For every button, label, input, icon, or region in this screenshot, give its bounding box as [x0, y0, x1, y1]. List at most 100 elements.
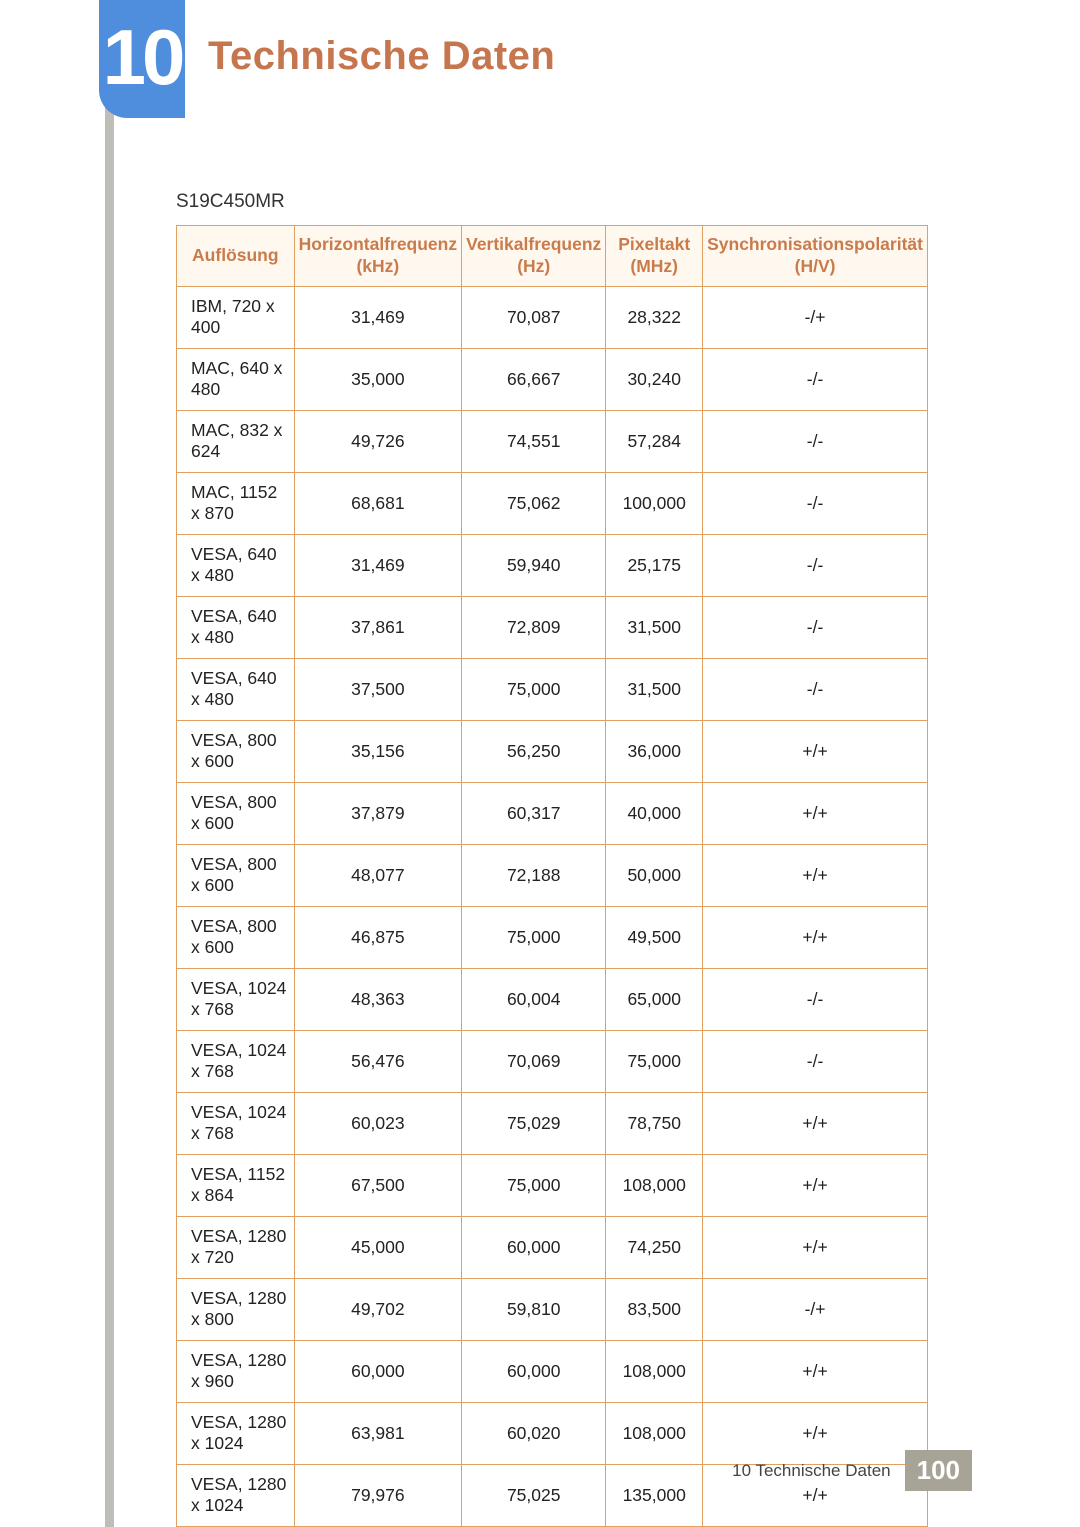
table-cell: 37,500 [294, 658, 461, 720]
table-cell: VESA, 1280 x 960 [177, 1340, 295, 1402]
table-row: VESA, 1024 x 76856,47670,06975,000-/- [177, 1030, 928, 1092]
table-cell: 60,004 [462, 968, 606, 1030]
table-row: VESA, 800 x 60037,87960,31740,000+/+ [177, 782, 928, 844]
footer-page-number: 100 [905, 1450, 972, 1491]
table-cell: VESA, 1280 x 720 [177, 1216, 295, 1278]
table-cell: 83,500 [606, 1278, 703, 1340]
table-row: VESA, 1024 x 76860,02375,02978,750+/+ [177, 1092, 928, 1154]
table-row: VESA, 640 x 48037,86172,80931,500-/- [177, 596, 928, 658]
table-cell: VESA, 800 x 600 [177, 844, 295, 906]
table-cell: 59,810 [462, 1278, 606, 1340]
table-cell: VESA, 1024 x 768 [177, 968, 295, 1030]
table-row: VESA, 1152 x 86467,50075,000108,000+/+ [177, 1154, 928, 1216]
table-cell: -/+ [703, 286, 928, 348]
footer-text: 10 Technische Daten [732, 1461, 890, 1481]
table-row: VESA, 1024 x 76848,36360,00465,000-/- [177, 968, 928, 1030]
table-cell: 75,000 [606, 1030, 703, 1092]
table-cell: +/+ [703, 1340, 928, 1402]
chapter-badge: 10 [99, 0, 185, 118]
spec-table: Auflösung Horizontalfrequenz (kHz) Verti… [176, 225, 928, 1527]
table-cell: +/+ [703, 1216, 928, 1278]
col-header-hfreq: Horizontalfrequenz (kHz) [294, 226, 461, 287]
table-cell: VESA, 640 x 480 [177, 596, 295, 658]
table-cell: 49,702 [294, 1278, 461, 1340]
table-cell: 75,062 [462, 472, 606, 534]
table-cell: VESA, 640 x 480 [177, 534, 295, 596]
chapter-number: 10 [103, 12, 182, 103]
table-cell: VESA, 800 x 600 [177, 906, 295, 968]
table-row: MAC, 1152 x 87068,68175,062100,000-/- [177, 472, 928, 534]
table-cell: +/+ [703, 1092, 928, 1154]
table-cell: VESA, 1024 x 768 [177, 1030, 295, 1092]
table-body: IBM, 720 x 40031,46970,08728,322-/+MAC, … [177, 286, 928, 1526]
table-cell: 28,322 [606, 286, 703, 348]
table-cell: 56,476 [294, 1030, 461, 1092]
table-cell: 57,284 [606, 410, 703, 472]
table-cell: IBM, 720 x 400 [177, 286, 295, 348]
table-row: VESA, 1280 x 72045,00060,00074,250+/+ [177, 1216, 928, 1278]
table-cell: -/+ [703, 1278, 928, 1340]
table-cell: 75,000 [462, 906, 606, 968]
col-header-syncpolarity: Synchronisationspolarität (H/V) [703, 226, 928, 287]
table-cell: 65,000 [606, 968, 703, 1030]
table-row: VESA, 1280 x 96060,00060,000108,000+/+ [177, 1340, 928, 1402]
left-stripe-decoration [105, 0, 114, 1527]
table-cell: 60,023 [294, 1092, 461, 1154]
table-cell: -/- [703, 658, 928, 720]
table-cell: -/- [703, 472, 928, 534]
table-cell: VESA, 640 x 480 [177, 658, 295, 720]
table-cell: 25,175 [606, 534, 703, 596]
table-cell: 60,000 [462, 1216, 606, 1278]
table-cell: 50,000 [606, 844, 703, 906]
table-cell: 74,250 [606, 1216, 703, 1278]
table-cell: -/- [703, 968, 928, 1030]
table-cell: 72,188 [462, 844, 606, 906]
col-header-vfreq: Vertikalfrequenz (Hz) [462, 226, 606, 287]
table-cell: 108,000 [606, 1154, 703, 1216]
table-cell: 37,861 [294, 596, 461, 658]
col-header-resolution: Auflösung [177, 226, 295, 287]
table-cell: 40,000 [606, 782, 703, 844]
footer: 10 Technische Daten 100 [0, 1450, 1080, 1491]
table-cell: 49,500 [606, 906, 703, 968]
page-title: Technische Daten [208, 34, 555, 79]
table-cell: -/- [703, 410, 928, 472]
table-cell: 46,875 [294, 906, 461, 968]
table-cell: 45,000 [294, 1216, 461, 1278]
table-cell: VESA, 1280 x 800 [177, 1278, 295, 1340]
table-cell: VESA, 1152 x 864 [177, 1154, 295, 1216]
table-cell: VESA, 800 x 600 [177, 720, 295, 782]
table-cell: 68,681 [294, 472, 461, 534]
table-cell: VESA, 800 x 600 [177, 782, 295, 844]
table-cell: 70,087 [462, 286, 606, 348]
table-cell: 78,750 [606, 1092, 703, 1154]
table-cell: 108,000 [606, 1340, 703, 1402]
table-cell: +/+ [703, 844, 928, 906]
table-cell: +/+ [703, 906, 928, 968]
table-row: VESA, 640 x 48031,46959,94025,175-/- [177, 534, 928, 596]
table-cell: -/- [703, 1030, 928, 1092]
table-cell: 31,500 [606, 658, 703, 720]
table-cell: 59,940 [462, 534, 606, 596]
col-header-pixelclock: Pixeltakt (MHz) [606, 226, 703, 287]
table-cell: 60,000 [462, 1340, 606, 1402]
table-cell: 30,240 [606, 348, 703, 410]
table-cell: +/+ [703, 782, 928, 844]
table-cell: 31,469 [294, 534, 461, 596]
table-cell: 75,000 [462, 658, 606, 720]
table-cell: 56,250 [462, 720, 606, 782]
table-cell: 66,667 [462, 348, 606, 410]
table-row: VESA, 800 x 60035,15656,25036,000+/+ [177, 720, 928, 782]
table-cell: 49,726 [294, 410, 461, 472]
table-cell: VESA, 1024 x 768 [177, 1092, 295, 1154]
table-cell: 31,500 [606, 596, 703, 658]
table-cell: MAC, 640 x 480 [177, 348, 295, 410]
model-label: S19C450MR [176, 191, 285, 213]
table-cell: -/- [703, 596, 928, 658]
table-row: VESA, 640 x 48037,50075,00031,500-/- [177, 658, 928, 720]
table-cell: 75,029 [462, 1092, 606, 1154]
table-row: VESA, 800 x 60048,07772,18850,000+/+ [177, 844, 928, 906]
table-cell: 72,809 [462, 596, 606, 658]
table-row: IBM, 720 x 40031,46970,08728,322-/+ [177, 286, 928, 348]
table-cell: 67,500 [294, 1154, 461, 1216]
